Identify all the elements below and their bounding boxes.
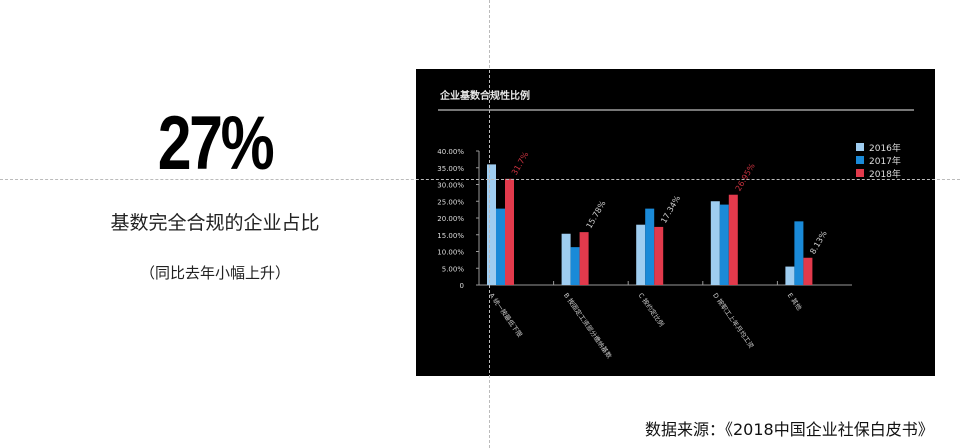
data-source: 数据来源：《2018中国企业社保白皮书》 <box>645 420 934 439</box>
data-label: 8.13% <box>808 229 829 256</box>
bar-2016-2 <box>636 224 646 285</box>
x-category-label: B 按固定工资部分缴纳基数 <box>562 291 614 360</box>
x-category-label: A 统一按最低下限 <box>487 291 524 339</box>
bar-2018-3 <box>728 194 738 285</box>
chart-title: 企业基数合规性比例 <box>439 89 530 102</box>
x-category-label: D 按职工上年月均工资 <box>711 291 756 350</box>
x-category-label: C 按约定比例 <box>637 291 667 328</box>
legend-swatch <box>856 156 864 164</box>
y-tick-label: 15.00% <box>437 232 464 240</box>
y-tick-label: 5.00% <box>442 265 465 273</box>
y-tick-label: 35.00% <box>437 165 464 173</box>
y-tick-label: 40.00% <box>437 148 464 156</box>
y-tick-label: 20.00% <box>437 215 464 223</box>
legend-label: 2018年 <box>869 168 901 180</box>
data-label: 31.7% <box>510 150 531 177</box>
data-label: 15.78% <box>585 199 608 230</box>
headline-note: （同比去年小幅上升） <box>139 264 290 282</box>
bar-2017-3 <box>719 204 729 285</box>
bar-2016-4 <box>785 266 795 285</box>
bar-2017-2 <box>645 208 655 285</box>
bar-2017-1 <box>570 247 580 285</box>
guide-line-horizontal <box>0 179 960 180</box>
legend-label: 2016年 <box>869 142 901 154</box>
bar-2016-1 <box>561 233 571 285</box>
legend-swatch <box>856 143 864 151</box>
bar-2016-3 <box>710 201 720 285</box>
bar-2018-4 <box>803 257 813 285</box>
y-tick-label: 10.00% <box>437 249 464 257</box>
bar-2017-0 <box>496 208 505 285</box>
data-label: 26.95% <box>734 161 757 192</box>
headline-caption: 基数完全合规的企业占比 <box>110 212 320 234</box>
guide-line-vertical <box>489 0 490 448</box>
bar-2016-0 <box>487 164 496 285</box>
y-tick-label: 25.00% <box>437 198 464 206</box>
bar-2017-4 <box>794 221 804 285</box>
bar-2018-0 <box>505 178 514 285</box>
data-label: 17.34% <box>659 194 682 225</box>
bar-2018-2 <box>654 226 664 285</box>
legend-label: 2017年 <box>869 155 901 167</box>
y-tick-label: 0 <box>460 282 464 290</box>
y-tick-label: 30.00% <box>437 182 464 190</box>
headline-value: 27% <box>157 101 275 186</box>
x-category-label: E 其他 <box>786 291 805 312</box>
bar-2018-1 <box>579 232 589 285</box>
legend-swatch <box>856 169 864 177</box>
